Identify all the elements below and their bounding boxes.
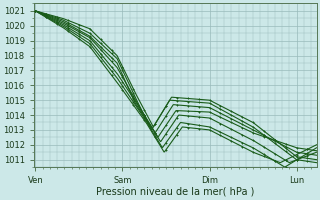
X-axis label: Pression niveau de la mer( hPa ): Pression niveau de la mer( hPa ) — [96, 187, 254, 197]
